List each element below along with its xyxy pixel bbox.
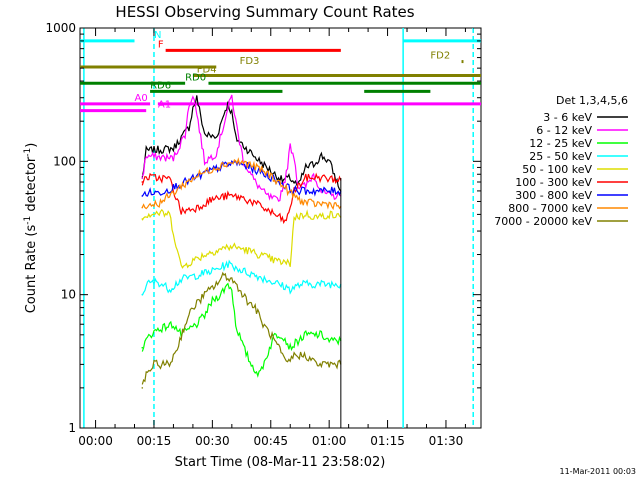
y-label-main: Count Rate (s xyxy=(24,225,39,314)
y-label-sup1: -1 xyxy=(23,216,33,225)
flag-label-fd2: FD2 xyxy=(430,51,450,62)
footer-timestamp: 11-Mar-2011 00:03 xyxy=(560,467,637,476)
series-start-point-8 xyxy=(141,387,144,389)
y-label-end: ) xyxy=(24,143,39,148)
flag-label-n: N xyxy=(154,30,161,41)
flag-label-fd3: FD3 xyxy=(240,56,260,67)
y-axis-label: Count Rate (s-1 detector-1) xyxy=(23,143,39,314)
legend-label-1: 6 - 12 keV xyxy=(536,124,592,137)
legend-label-3: 25 - 50 keV xyxy=(529,150,592,163)
legend-label-8: 7000 - 20000 keV xyxy=(494,215,592,228)
legend-label-2: 12 - 25 keV xyxy=(529,137,592,150)
x-tick-label-6: 01:30 xyxy=(429,434,464,448)
y-axis-ticks: 1 10 100 1000 xyxy=(45,21,481,435)
y-tick-label-1: 10 xyxy=(61,288,76,302)
series-line-1 xyxy=(141,94,342,202)
legend-label-0: 3 - 6 keV xyxy=(543,111,592,124)
x-tick-label-2: 00:30 xyxy=(195,434,230,448)
legend-label-6: 300 - 800 keV xyxy=(515,189,592,202)
legend-label-7: 800 - 7000 keV xyxy=(508,202,592,215)
y-label-mid: detector xyxy=(24,156,39,216)
series-start-point-1 xyxy=(141,177,144,179)
x-tick-label-1: 00:15 xyxy=(137,434,172,448)
x-tick-label-0: 00:00 xyxy=(78,434,113,448)
series-start-point-4 xyxy=(141,218,144,220)
series-start-point-7 xyxy=(141,206,144,209)
legend-title: Det 1,3,4,5,6 xyxy=(556,94,628,107)
series-start-point-3 xyxy=(141,293,144,296)
x-tick-label-5: 01:15 xyxy=(370,434,405,448)
legend-label-5: 100 - 300 keV xyxy=(515,176,592,189)
series-start-point-2 xyxy=(141,346,144,349)
plot-frame xyxy=(79,27,482,429)
flag-label-fd4: FD4 xyxy=(197,65,217,76)
series-line-7 xyxy=(141,157,342,211)
legend-label-4: 50 - 100 keV xyxy=(522,163,592,176)
x-tick-label-3: 00:45 xyxy=(253,434,288,448)
series-line-2 xyxy=(141,282,342,378)
series-start-point-5 xyxy=(141,181,144,183)
flag-label-rd0: RD0 xyxy=(185,72,206,83)
series-line-5 xyxy=(141,172,342,225)
x-axis-ticks: 00:00 00:15 00:30 00:45 01:00 01:15 01:30 xyxy=(78,28,466,448)
series-line-6 xyxy=(141,158,342,197)
y-tick-label-3: 1000 xyxy=(45,21,76,35)
flag-label-a1: A1 xyxy=(158,100,171,111)
series-line-0 xyxy=(141,95,342,192)
flag-label-rd6: RD6 xyxy=(150,80,171,91)
y-tick-label-2: 100 xyxy=(53,154,76,168)
x-tick-label-4: 01:00 xyxy=(312,434,347,448)
data-series xyxy=(141,94,342,428)
series-line-4 xyxy=(141,208,342,269)
x-axis-label: Start Time (08-Mar-11 23:58:02) xyxy=(175,455,386,470)
y-label-sup2: -1 xyxy=(23,148,33,157)
series-line-3 xyxy=(141,259,342,296)
y-tick-label-0: 1 xyxy=(68,421,76,435)
flag-label-f: F xyxy=(158,39,164,50)
flag-label-a0: A0 xyxy=(135,93,148,104)
series-start-point-6 xyxy=(141,195,144,197)
chart-title: HESSI Observing Summary Count Rates xyxy=(115,3,414,21)
series-line-8 xyxy=(141,271,342,385)
vertical-markers xyxy=(83,28,474,428)
